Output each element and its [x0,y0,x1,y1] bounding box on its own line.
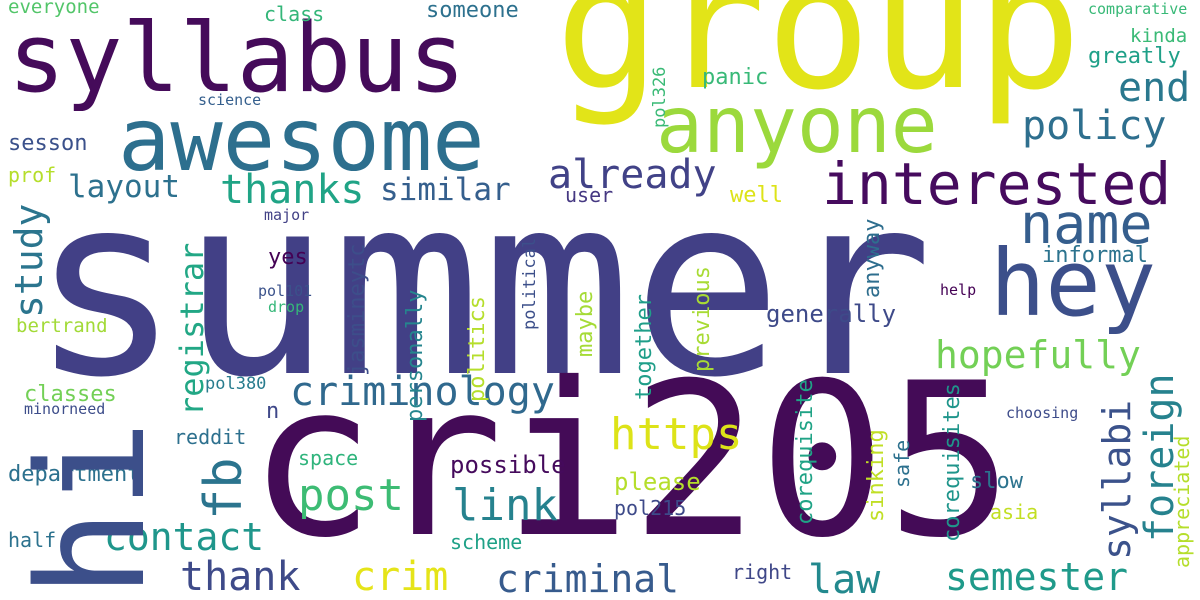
word-sesson: sesson [8,131,88,156]
word-registrar: registrar [173,242,211,416]
word-awesome: awesome [118,89,485,191]
word-prof: prof [8,163,57,187]
word-bertrand: bertrand [16,315,108,337]
word-kinda: kinda [1130,25,1188,47]
word-major: major [264,206,310,224]
word-previous: previous [690,266,715,372]
word-fb: fb [194,457,254,520]
word-https: https [610,409,743,460]
word-post: post [298,470,404,521]
word-name: name [1020,192,1153,256]
word-slow: slow [970,469,1023,494]
word-summer: summer [30,141,934,432]
word-cri205: cri205 [248,337,1014,584]
word-generally: generally [766,300,897,328]
word-greatly: greatly [1088,44,1181,69]
word-criminal: criminal [496,557,680,600]
word-user: user [565,183,614,207]
word-thanks: thanks [220,167,365,213]
word-semester: semester [945,555,1129,599]
word-pol215: pol215 [614,496,687,520]
word-together: together [632,294,657,400]
word-layout: layout [68,169,180,205]
word-right: right [732,560,793,584]
word-syllabi: syllabi [1095,399,1139,560]
word-pol326: pol326 [650,66,670,128]
word-half: half [8,528,57,552]
word-n: n [266,399,280,424]
word-syllabus: syllabus [8,4,466,114]
word-contact: contact [104,515,265,559]
word-corequisites: corequisites [940,383,965,542]
word-hopefully: hopefully [935,333,1141,377]
word-panic: panic [702,65,769,90]
word-classes: classes [24,382,117,407]
word-department: department [8,462,141,487]
word-someone: someone [426,0,519,23]
word-thank: thank [180,554,301,600]
word-yes: yes [268,245,308,270]
word-minorneed: minorneed [24,400,106,418]
word-everyone: everyone [8,0,100,18]
word-politics: politics [465,296,490,402]
word-drop: drop [268,298,305,316]
word-hey: hey [990,230,1157,337]
word-reddit: reddit [174,425,247,449]
word-pol101: pol101 [258,282,313,300]
word-anyone: anyone [656,81,938,171]
word-already: already [548,152,717,198]
word-science: science [198,91,262,109]
word-safe: safe [890,439,914,488]
word-sinking: sinking [864,429,889,522]
word-scheme: scheme [450,530,523,554]
word-appreciated: appreciated [1170,435,1194,568]
word-end: end [1118,65,1191,111]
word-study: study [7,203,51,318]
word-policy: policy [1022,103,1167,149]
word-informal: informal [1042,243,1148,268]
word-group: group [555,0,1082,129]
word-choosing: choosing [1006,404,1079,422]
word-criminology: criminology [290,369,555,415]
word-corequisite: corequisite [793,379,818,525]
word-interested: interested [822,150,1172,218]
word-jasmineytc: jasmineytc [345,243,370,376]
word-anyway: anyway [860,218,885,298]
word-space: space [298,446,359,470]
word-class: class [264,2,325,26]
word-help: help [940,281,977,299]
word-maybe: maybe [573,290,598,357]
word-comparative: comparative [1088,0,1188,18]
word-personally: personally [403,289,428,422]
word-possible: possible [450,451,566,479]
word-law: law [808,557,881,600]
word-well: well [730,183,783,208]
word-crim: crim [352,554,449,600]
word-link: link [452,480,558,531]
word-similar: similar [380,172,511,208]
word-please: please [614,468,701,496]
word-asia: asia [990,500,1039,524]
word-pol380: pol380 [205,374,267,394]
word-political: political [520,237,540,330]
word-hi: hi [6,419,178,598]
